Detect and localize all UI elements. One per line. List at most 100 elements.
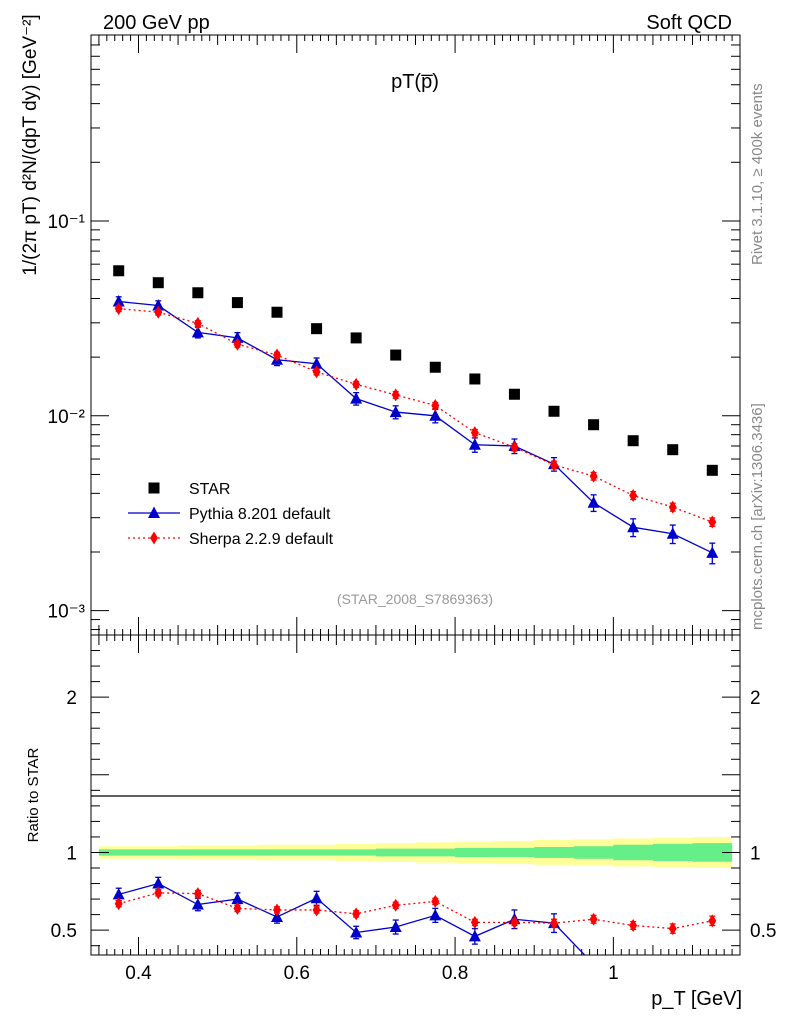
ratio-point-pythia	[429, 908, 442, 921]
ratio-point-pythia	[468, 929, 481, 942]
ratio-point-pythia	[350, 925, 363, 938]
ratio-y-tick-label: 0.5	[51, 921, 77, 942]
series-star	[113, 265, 718, 476]
ratio-series	[112, 876, 717, 955]
legend-marker-star	[148, 482, 160, 494]
data-point-pythia	[468, 438, 481, 450]
ratio-panel: 0.5 0.5 1 1 2 2 0.4 0.6 0.8 1 Ratio to STAR p_T …	[25, 634, 776, 1010]
ratio-point-sherpa	[154, 886, 163, 900]
header-right: Soft QCD	[646, 12, 732, 34]
x-tick-label: 0.4	[125, 963, 152, 984]
data-point-star	[706, 464, 718, 476]
data-point-pythia	[627, 520, 640, 533]
legend-label-star: STAR	[189, 481, 230, 498]
data-point-sherpa	[708, 515, 717, 529]
data-point-sherpa	[629, 488, 638, 502]
data-point-star	[231, 297, 243, 309]
main-title: pT(p̅)	[391, 71, 439, 93]
data-point-pythia	[350, 392, 363, 404]
ratio-point-sherpa	[550, 916, 559, 930]
ratio-line-pythia	[118, 882, 586, 955]
data-point-star	[350, 332, 362, 344]
series-sherpa	[114, 302, 717, 529]
data-point-star	[192, 287, 204, 299]
data-point-pythia	[587, 496, 600, 508]
main-y-tick-label: 10⁻²	[48, 407, 86, 428]
ratio-point-sherpa	[114, 897, 123, 911]
data-point-pythia	[112, 294, 125, 307]
rivet-label: Rivet 3.1.10, ≥ 400k events	[749, 83, 766, 265]
ratio-point-sherpa	[510, 915, 519, 929]
data-point-pythia	[191, 325, 204, 338]
ratio-y-axis-label: Ratio to STAR	[25, 747, 42, 842]
x-axis-label: p_T [GeV]	[651, 988, 742, 1010]
ratio-point-pythia	[231, 892, 244, 905]
data-point-pythia	[666, 527, 679, 539]
data-point-star	[548, 405, 560, 417]
ratio-point-pythia	[191, 898, 204, 910]
main-panel: 10⁻³ 10⁻² 10⁻¹ pT(p̅) (STAR_2008_S7869363)…	[20, 14, 741, 636]
data-point-pythia	[231, 331, 244, 343]
data-point-sherpa	[312, 365, 321, 379]
data-point-sherpa	[352, 377, 361, 391]
ratio-y-tick-label-right: 1	[750, 843, 761, 864]
ratio-band	[98, 836, 733, 869]
ratio-y-tick-label: 2	[66, 688, 77, 709]
data-point-sherpa	[154, 305, 163, 319]
legend-marker-pythia	[148, 506, 160, 518]
ratio-point-sherpa	[391, 898, 400, 912]
data-point-star	[390, 349, 402, 361]
data-point-sherpa	[589, 469, 598, 483]
watermark: (STAR_2008_S7869363)	[337, 591, 493, 607]
ratio-point-sherpa	[431, 894, 440, 908]
data-point-pythia	[389, 405, 402, 418]
ratio-point-sherpa	[352, 907, 361, 921]
ratio-series-sherpa	[114, 886, 717, 936]
mcplots-label: mcplots.cern.ch [arXiv:1306.3436]	[749, 403, 766, 630]
series-pythia	[112, 294, 719, 565]
data-point-pythia	[152, 299, 165, 311]
ratio-point-pythia	[112, 887, 125, 900]
data-point-star	[113, 265, 125, 277]
main-y-tick-label: 10⁻³	[48, 602, 86, 623]
data-point-sherpa	[193, 316, 202, 330]
ratio-point-sherpa	[312, 903, 321, 917]
ratio-point-sherpa	[708, 914, 717, 928]
ratio-point-sherpa	[589, 912, 598, 926]
data-point-star	[429, 361, 441, 373]
ratio-point-sherpa	[470, 915, 479, 929]
data-point-pythia	[310, 357, 323, 369]
ratio-frame	[90, 634, 741, 956]
x-tick-label: 0.8	[442, 963, 468, 984]
legend-marker-sherpa	[150, 531, 158, 545]
ratio-y-tick-label: 1	[66, 843, 77, 864]
header-left: 200 GeV pp	[103, 12, 210, 34]
data-point-pythia	[706, 546, 719, 558]
ratio-point-sherpa	[193, 887, 202, 901]
ratio-line-sherpa	[118, 892, 713, 930]
main-y-ticks: 10⁻³ 10⁻² 10⁻¹	[48, 34, 740, 631]
data-point-sherpa	[114, 302, 123, 316]
ratio-series-pythia	[112, 876, 586, 955]
main-series	[112, 265, 719, 565]
data-point-sherpa	[550, 458, 559, 472]
ratio-point-sherpa	[272, 903, 281, 917]
ratio-point-pythia	[310, 891, 323, 904]
data-point-star	[588, 419, 600, 431]
data-point-pythia	[429, 409, 442, 421]
ratio-band-inner	[98, 843, 733, 862]
main-y-axis-label: 1/(2π pT) d²N/(dpT dy) [GeV⁻²]	[20, 14, 41, 275]
ratio-point-pythia	[152, 877, 165, 889]
ratio-x-ticks: 0.4 0.6 0.8 1	[98, 635, 733, 984]
data-point-sherpa	[391, 388, 400, 402]
main-x-ticks	[98, 35, 733, 635]
legend: STAR Pythia 8.201 default Sherpa 2.2.9 def…	[128, 481, 334, 548]
data-point-sherpa	[431, 398, 440, 412]
x-tick-label: 0.6	[284, 963, 310, 984]
data-point-sherpa	[668, 500, 677, 514]
data-point-star	[667, 444, 679, 456]
ratio-y-tick-label-right: 0.5	[750, 921, 776, 942]
ratio-point-sherpa	[629, 918, 638, 932]
ratio-y-ticks: 0.5 0.5 1 1 2 2	[51, 634, 776, 947]
data-point-star	[508, 388, 520, 400]
